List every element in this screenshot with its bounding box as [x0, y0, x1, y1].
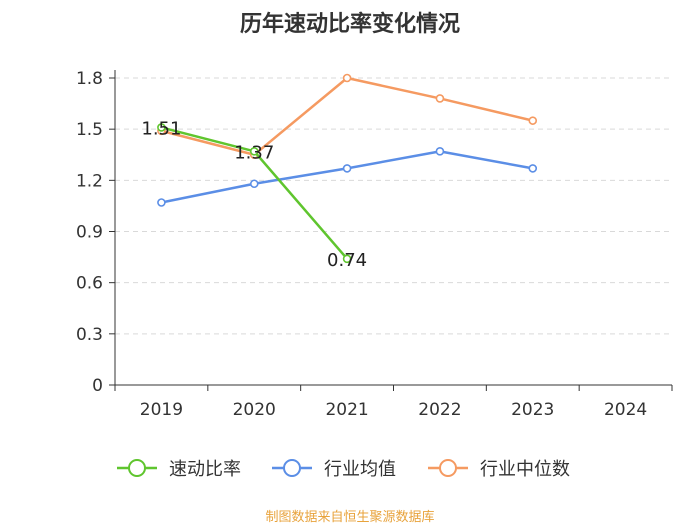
- data-point: [528, 164, 538, 173]
- legend-marker: [439, 459, 457, 477]
- data-point: [157, 198, 166, 207]
- data-label: 1.37: [234, 142, 274, 163]
- legend-label: 行业均值: [324, 459, 396, 480]
- x-tick-label: 2019: [140, 400, 183, 420]
- y-tick-label: 1.8: [76, 69, 103, 89]
- data-point: [435, 147, 445, 156]
- y-tick-label: 1.2: [76, 171, 103, 191]
- x-tick-label: 2020: [233, 400, 276, 420]
- series-line: [161, 150, 533, 204]
- x-tick-label: 2024: [604, 400, 647, 420]
- data-label: 1.51: [141, 118, 181, 139]
- data-point: [342, 73, 352, 83]
- y-tick-label: 0: [92, 376, 103, 396]
- data-point: [249, 179, 259, 189]
- source-note: 制图数据来自恒生聚源数据库: [265, 510, 435, 525]
- legend-marker: [128, 459, 146, 477]
- data-point: [342, 254, 352, 264]
- data-point: [528, 116, 538, 125]
- legend-marker: [283, 459, 301, 477]
- data-point: [249, 147, 259, 156]
- data-label: 0.74: [327, 250, 367, 271]
- legend-label: 行业中位数: [480, 459, 570, 480]
- y-tick-label: 1.5: [76, 120, 103, 140]
- data-point: [342, 164, 352, 173]
- x-tick-label: 2023: [511, 400, 554, 420]
- data-point: [157, 123, 166, 132]
- x-tick-label: 2022: [418, 400, 461, 420]
- series-line: [161, 76, 534, 156]
- legend-label: 速动比率: [169, 459, 241, 480]
- data-point: [435, 94, 445, 103]
- y-tick-label: 0.9: [76, 223, 103, 243]
- y-tick-label: 0.3: [76, 325, 103, 345]
- y-tick-label: 0.6: [76, 274, 103, 294]
- chart-title: 历年速动比率变化情况: [239, 12, 460, 37]
- x-tick-label: 2021: [325, 400, 368, 420]
